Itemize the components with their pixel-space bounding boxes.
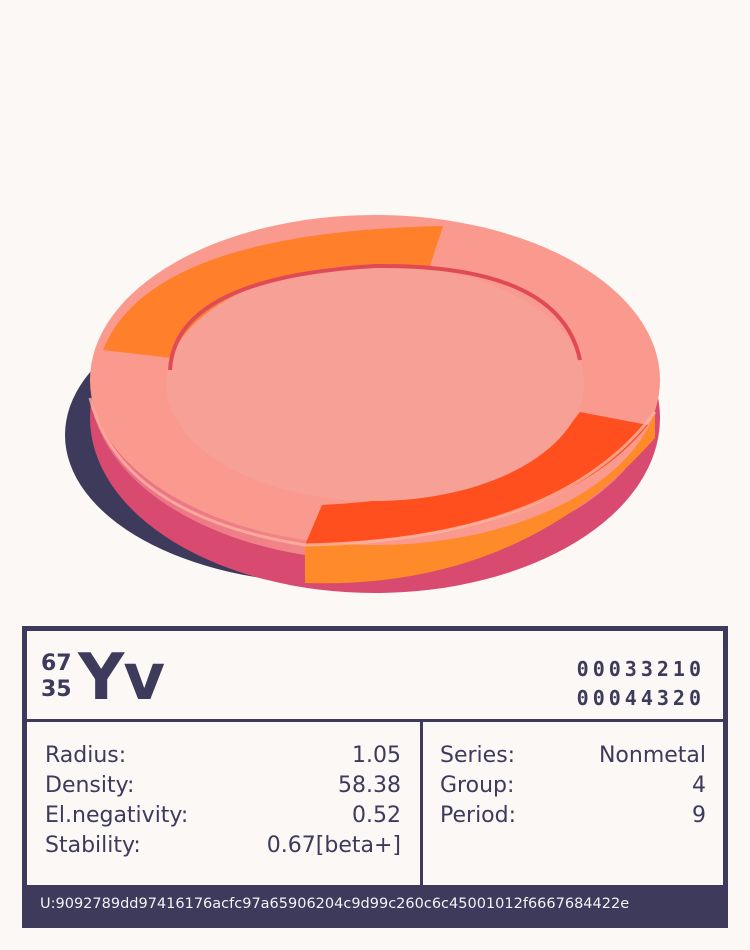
property-value: 1.05 — [352, 743, 401, 768]
property-label: Series: — [440, 743, 516, 768]
property-label: Period: — [440, 803, 517, 828]
disc-illustration — [65, 215, 660, 593]
property-row-group: Group: 4 — [440, 771, 706, 801]
property-label: Stability: — [45, 833, 141, 858]
property-value: 58.38 — [338, 773, 401, 798]
property-row-series: Series: Nonmetal — [440, 741, 706, 771]
property-value: 0.67[beta+] — [266, 833, 401, 858]
element-codes: 00033210 00044320 — [577, 655, 705, 713]
property-value: 9 — [692, 803, 706, 828]
property-label: El.negativity: — [45, 803, 189, 828]
property-row-stability: Stability: 0.67[beta+] — [45, 831, 401, 861]
property-row-electronegativity: El.negativity: 0.52 — [45, 801, 401, 831]
footer-identifier: U:9092789dd97416176acfc97a65906204c9d99c… — [27, 885, 723, 923]
mass-number: 67 — [41, 651, 72, 676]
property-label: Density: — [45, 773, 135, 798]
disc-inner-well — [166, 265, 584, 501]
code-bottom: 00044320 — [576, 686, 705, 710]
code-top: 00033210 — [576, 657, 705, 681]
property-value: Nonmetal — [598, 743, 706, 768]
properties-right: Series: Nonmetal Group: 4 Period: 9 — [440, 741, 706, 831]
atomic-number: 35 — [41, 677, 72, 702]
property-label: Group: — [440, 773, 515, 798]
property-row-period: Period: 9 — [440, 801, 706, 831]
element-symbol: Yv — [78, 641, 165, 715]
column-divider — [420, 722, 423, 885]
disc-segment-red — [305, 412, 648, 545]
property-label: Radius: — [45, 743, 127, 768]
property-value: 0.52 — [352, 803, 401, 828]
element-card: 67 35 Yv 00033210 00044320 Radius: 1.05 … — [22, 626, 728, 928]
element-card-header: 67 35 Yv 00033210 00044320 — [27, 631, 723, 722]
property-row-radius: Radius: 1.05 — [45, 741, 401, 771]
property-value: 4 — [692, 773, 706, 798]
property-row-density: Density: 58.38 — [45, 771, 401, 801]
nuclide-numbers: 67 35 — [41, 651, 72, 703]
properties-left: Radius: 1.05 Density: 58.38 El.negativit… — [45, 741, 401, 861]
